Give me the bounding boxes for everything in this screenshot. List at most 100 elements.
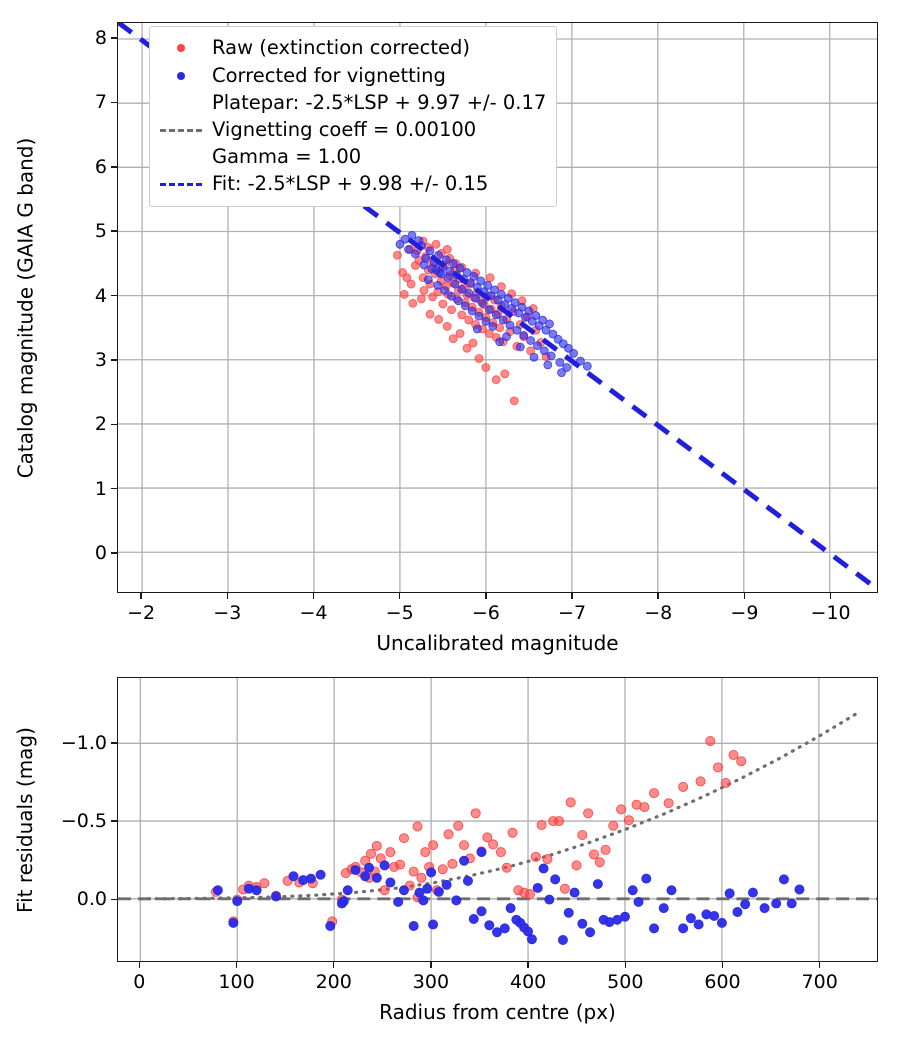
data-point bbox=[428, 292, 437, 302]
data-point bbox=[577, 830, 588, 841]
data-point bbox=[728, 750, 739, 760]
data-point bbox=[469, 272, 479, 281]
data-point bbox=[740, 899, 751, 910]
y-tick-mark bbox=[111, 230, 117, 232]
legend-empty-handle bbox=[159, 146, 203, 168]
y-tick-label: 7 bbox=[94, 91, 107, 114]
data-point bbox=[440, 286, 450, 295]
data-point bbox=[459, 855, 470, 866]
x-tick-mark bbox=[571, 593, 573, 599]
legend-entry[interactable]: Vignetting coeff = 0.00100 bbox=[159, 116, 547, 144]
y-tick-label: 1 bbox=[94, 477, 107, 500]
data-point bbox=[251, 885, 262, 896]
data-point bbox=[395, 859, 406, 870]
y-tick-label: 6 bbox=[94, 155, 107, 178]
data-point bbox=[450, 279, 460, 289]
legend-entry[interactable]: Platepar: -2.5*LSP + 9.97 +/- 0.17 bbox=[159, 90, 547, 116]
legend-entry[interactable]: Fit: -2.5*LSP + 9.98 +/- 0.15 bbox=[159, 170, 547, 198]
data-point bbox=[505, 320, 515, 330]
data-point bbox=[474, 311, 484, 321]
data-point bbox=[557, 935, 568, 945]
data-point bbox=[402, 273, 412, 283]
data-point bbox=[588, 849, 599, 860]
data-point bbox=[491, 375, 501, 385]
data-point bbox=[492, 927, 502, 938]
data-point bbox=[499, 923, 510, 934]
data-point bbox=[600, 844, 611, 855]
data-point bbox=[398, 833, 409, 844]
legend-line-icon bbox=[160, 182, 202, 186]
x-tick-mark bbox=[657, 593, 659, 599]
data-point bbox=[616, 804, 627, 815]
data-point bbox=[428, 840, 439, 851]
data-point bbox=[505, 903, 516, 914]
data-point bbox=[569, 348, 578, 358]
data-point bbox=[545, 319, 554, 329]
data-point bbox=[288, 871, 299, 882]
data-point bbox=[406, 279, 416, 289]
data-point bbox=[562, 363, 572, 372]
x-tick-label: 200 bbox=[315, 971, 352, 993]
data-point bbox=[732, 907, 743, 917]
data-point bbox=[608, 820, 619, 831]
data-point bbox=[455, 329, 465, 338]
data-point bbox=[639, 802, 650, 813]
x-tick-mark bbox=[312, 593, 315, 599]
data-point bbox=[619, 911, 630, 922]
data-point bbox=[474, 354, 484, 363]
scatter-series bbox=[212, 847, 805, 945]
data-point bbox=[462, 268, 472, 277]
x-tick-label: 600 bbox=[704, 971, 741, 993]
vignetting-model-curve bbox=[138, 711, 860, 901]
x-tick-mark bbox=[138, 962, 141, 968]
data-point bbox=[523, 926, 534, 937]
x-tick-mark bbox=[743, 593, 746, 599]
data-point bbox=[476, 906, 487, 917]
data-point bbox=[649, 923, 660, 934]
y-tick-label: 0.0 bbox=[76, 888, 107, 911]
data-point bbox=[408, 866, 419, 877]
legend-entry[interactable]: Corrected for vignetting bbox=[159, 62, 547, 90]
y-tick-mark bbox=[111, 742, 117, 744]
x-tick-label: −8 bbox=[644, 602, 673, 624]
y-tick-label: −1.0 bbox=[60, 731, 107, 754]
data-point bbox=[315, 869, 326, 880]
legend-label: Gamma = 1.00 bbox=[212, 144, 362, 168]
x-tick-label: 100 bbox=[218, 971, 255, 993]
data-point bbox=[455, 263, 465, 273]
data-point bbox=[488, 839, 499, 850]
data-point bbox=[531, 311, 541, 320]
data-point bbox=[705, 736, 716, 746]
data-point bbox=[663, 798, 674, 809]
legend-entry[interactable]: Raw (extinction corrected) bbox=[159, 34, 547, 62]
legend-label: Platepar: -2.5*LSP + 9.97 +/- 0.17 bbox=[212, 90, 547, 114]
y-tick-label: 4 bbox=[94, 284, 107, 307]
legend-entry[interactable]: Gamma = 1.00 bbox=[159, 144, 547, 170]
data-point bbox=[778, 874, 789, 885]
legend-dashed-line-icon bbox=[159, 173, 203, 195]
data-point bbox=[417, 294, 426, 304]
data-point bbox=[490, 285, 499, 295]
photometric-calibration-plot: Raw (extinction corrected) Corrected for … bbox=[117, 22, 878, 593]
data-point bbox=[633, 896, 644, 907]
data-point bbox=[228, 917, 239, 928]
data-point bbox=[509, 396, 519, 406]
x-tick-mark bbox=[140, 593, 142, 599]
data-point bbox=[724, 888, 735, 899]
legend-label: Raw (extinction corrected) bbox=[212, 35, 470, 59]
data-point bbox=[720, 777, 731, 788]
data-point bbox=[462, 343, 472, 353]
data-point bbox=[565, 797, 576, 808]
legend-empty-handle bbox=[159, 92, 203, 114]
data-point bbox=[557, 368, 566, 377]
data-point bbox=[460, 301, 470, 311]
y-tick-mark bbox=[111, 487, 117, 490]
data-point bbox=[462, 875, 473, 886]
data-point bbox=[232, 896, 243, 907]
data-point bbox=[422, 883, 433, 894]
data-point bbox=[412, 821, 423, 832]
data-point bbox=[488, 322, 498, 331]
legend-marker-icon bbox=[159, 65, 203, 87]
x-tick-mark bbox=[226, 593, 229, 599]
data-point bbox=[271, 891, 281, 902]
